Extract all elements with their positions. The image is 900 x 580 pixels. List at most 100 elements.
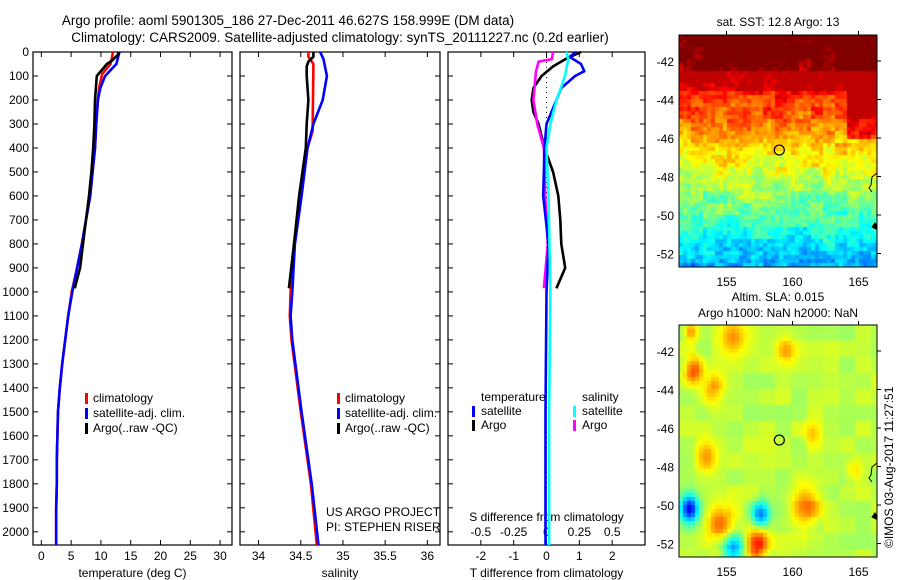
legend-marker-climatology (85, 393, 88, 404)
series-line-satellite-adj-clim (54, 51, 121, 545)
y-tick-label: 1900 (2, 501, 29, 515)
legend-label-argo: Argo(..raw -QC) (93, 421, 178, 435)
series-line-t-satellite (541, 50, 586, 545)
legend-marker-climatology (337, 393, 340, 404)
y-tick-label: 900 (9, 261, 29, 275)
island (871, 222, 878, 230)
sst-map-title: sat. SST: 12.8 Argo: 13 (717, 15, 840, 29)
lon-tick-label: 160 (783, 275, 803, 289)
y-tick-label: 1700 (2, 453, 29, 467)
lat-tick-label: -50 (657, 209, 675, 223)
lon-tick-label: 165 (849, 275, 869, 289)
lat-tick-label: -46 (657, 422, 675, 436)
y-tick-label: 1800 (2, 477, 29, 491)
lat-tick-label: -44 (657, 93, 675, 107)
x-tick-label: 10 (94, 549, 108, 563)
legend-marker-argo (85, 423, 88, 434)
map-frame (678, 324, 878, 558)
y-tick-label: 1500 (2, 405, 29, 419)
y-tick-label: 600 (9, 189, 29, 203)
sst-map-panel: 155 160 165 -42 -44 -46 -48 -50 -52 sat. SST: 12.… (657, 15, 881, 289)
x-tick-label: 25 (184, 549, 198, 563)
x-tick-label: 1 (576, 549, 583, 563)
legend-label-climatology: climatology (345, 391, 405, 405)
argo-position-marker (773, 434, 785, 446)
lon-tick-label: 160 (783, 565, 803, 579)
legend-label-satellite: satellite-adj. clim. (345, 406, 437, 420)
salinity-panel: 34 34.5 35 35.5 36 salinity (239, 51, 441, 580)
legend-label-satellite: satellite-adj. clim. (93, 406, 185, 420)
x-tick-label: 34.5 (289, 549, 313, 563)
legend-label-argo: Argo(..raw -QC) (345, 421, 430, 435)
y-tick-label: 100 (9, 69, 29, 83)
x-tick-label: 15 (124, 549, 138, 563)
series-line-argo-raw-qc (73, 52, 120, 289)
coastline (868, 462, 878, 483)
legend-label-s-argo: Argo (582, 418, 608, 432)
lon-tick-label: 155 (717, 275, 737, 289)
y-tick-label: 1000 (2, 285, 29, 299)
legend-label-climatology: climatology (93, 391, 153, 405)
s-tick-label: 0.5 (604, 525, 621, 539)
y-tick-label: 1600 (2, 429, 29, 443)
y-tick-label: 500 (9, 165, 29, 179)
legend-marker-s-satellite (573, 406, 576, 417)
credit-project: US ARGO PROJECT (326, 505, 441, 519)
x-axis-label: temperature (deg C) (78, 566, 186, 580)
x-tick-label: 36 (421, 549, 435, 563)
sla-map-image (679, 325, 877, 557)
series-line-t-argo (530, 50, 582, 289)
lat-tick-label: -52 (657, 538, 675, 552)
s-tick-label: -0.25 (500, 525, 528, 539)
sst-map-image (679, 35, 877, 267)
legend-header-salinity: salinity (582, 390, 619, 404)
series-line-argo-raw-qc (287, 52, 315, 289)
legend-label-s-satellite: satellite (582, 404, 623, 418)
legend-marker-t-argo (472, 420, 475, 431)
map-frame (678, 34, 878, 268)
x-tick-label: 5 (68, 549, 75, 563)
plot-frame (239, 51, 441, 546)
y-tick-label: 1200 (2, 333, 29, 347)
series-line-satellite-adj-clim (289, 51, 329, 546)
y-tick-label: 700 (9, 213, 29, 227)
x-axis-label: salinity (322, 566, 359, 580)
series-line-climatology (54, 51, 115, 545)
y-tick-label: 0 (22, 45, 29, 59)
legend-marker-s-argo (573, 420, 576, 431)
x-tick-label: 34 (252, 549, 266, 563)
title-line1: Argo profile: aoml 5901305_186 27-Dec-20… (62, 13, 514, 28)
difference-panel: -2 -1 0 1 2 T difference from climatology -0.5… (447, 50, 646, 580)
x-tick-label: 35 (336, 549, 350, 563)
y-tick-label: 1100 (3, 309, 29, 323)
x-tick-label: -1 (508, 549, 519, 563)
island (871, 512, 878, 520)
plot-frame (32, 51, 233, 546)
legend-marker-t-satellite (472, 406, 475, 417)
x-tick-label: 0 (38, 549, 45, 563)
x-tick-label: 30 (213, 549, 227, 563)
lat-tick-label: -52 (657, 248, 675, 262)
x-tick-label: 2 (609, 549, 616, 563)
lat-tick-label: -50 (657, 499, 675, 513)
y-tick-label: 800 (9, 237, 29, 251)
lat-tick-label: -48 (657, 171, 675, 185)
timestamp: ©IMOS 03-Aug-2017 11:27:51 (882, 386, 896, 548)
legend-marker-satellite (85, 408, 88, 419)
legend-marker-satellite (337, 408, 340, 419)
y-tick-label: 1300 (2, 357, 29, 371)
lat-tick-label: -42 (657, 345, 675, 359)
y-tick-label: 300 (9, 117, 29, 131)
argo-position-marker (773, 144, 785, 156)
x-axis-label: T difference from climatology (470, 566, 624, 580)
sla-map-title: Altim. SLA: 0.015 (732, 290, 825, 304)
y-tick-label: 400 (9, 141, 29, 155)
y-tick-label: 2000 (2, 525, 29, 539)
x-tick-label: -2 (475, 549, 486, 563)
s-tick-label: -0.5 (470, 525, 491, 539)
title-line2: Climatology: CARS2009. Satellite-adjuste… (71, 30, 609, 45)
legend-marker-argo (337, 423, 340, 434)
credit-pi: PI: STEPHEN RISER (326, 520, 441, 534)
x-tick-label: 35.5 (373, 549, 397, 563)
